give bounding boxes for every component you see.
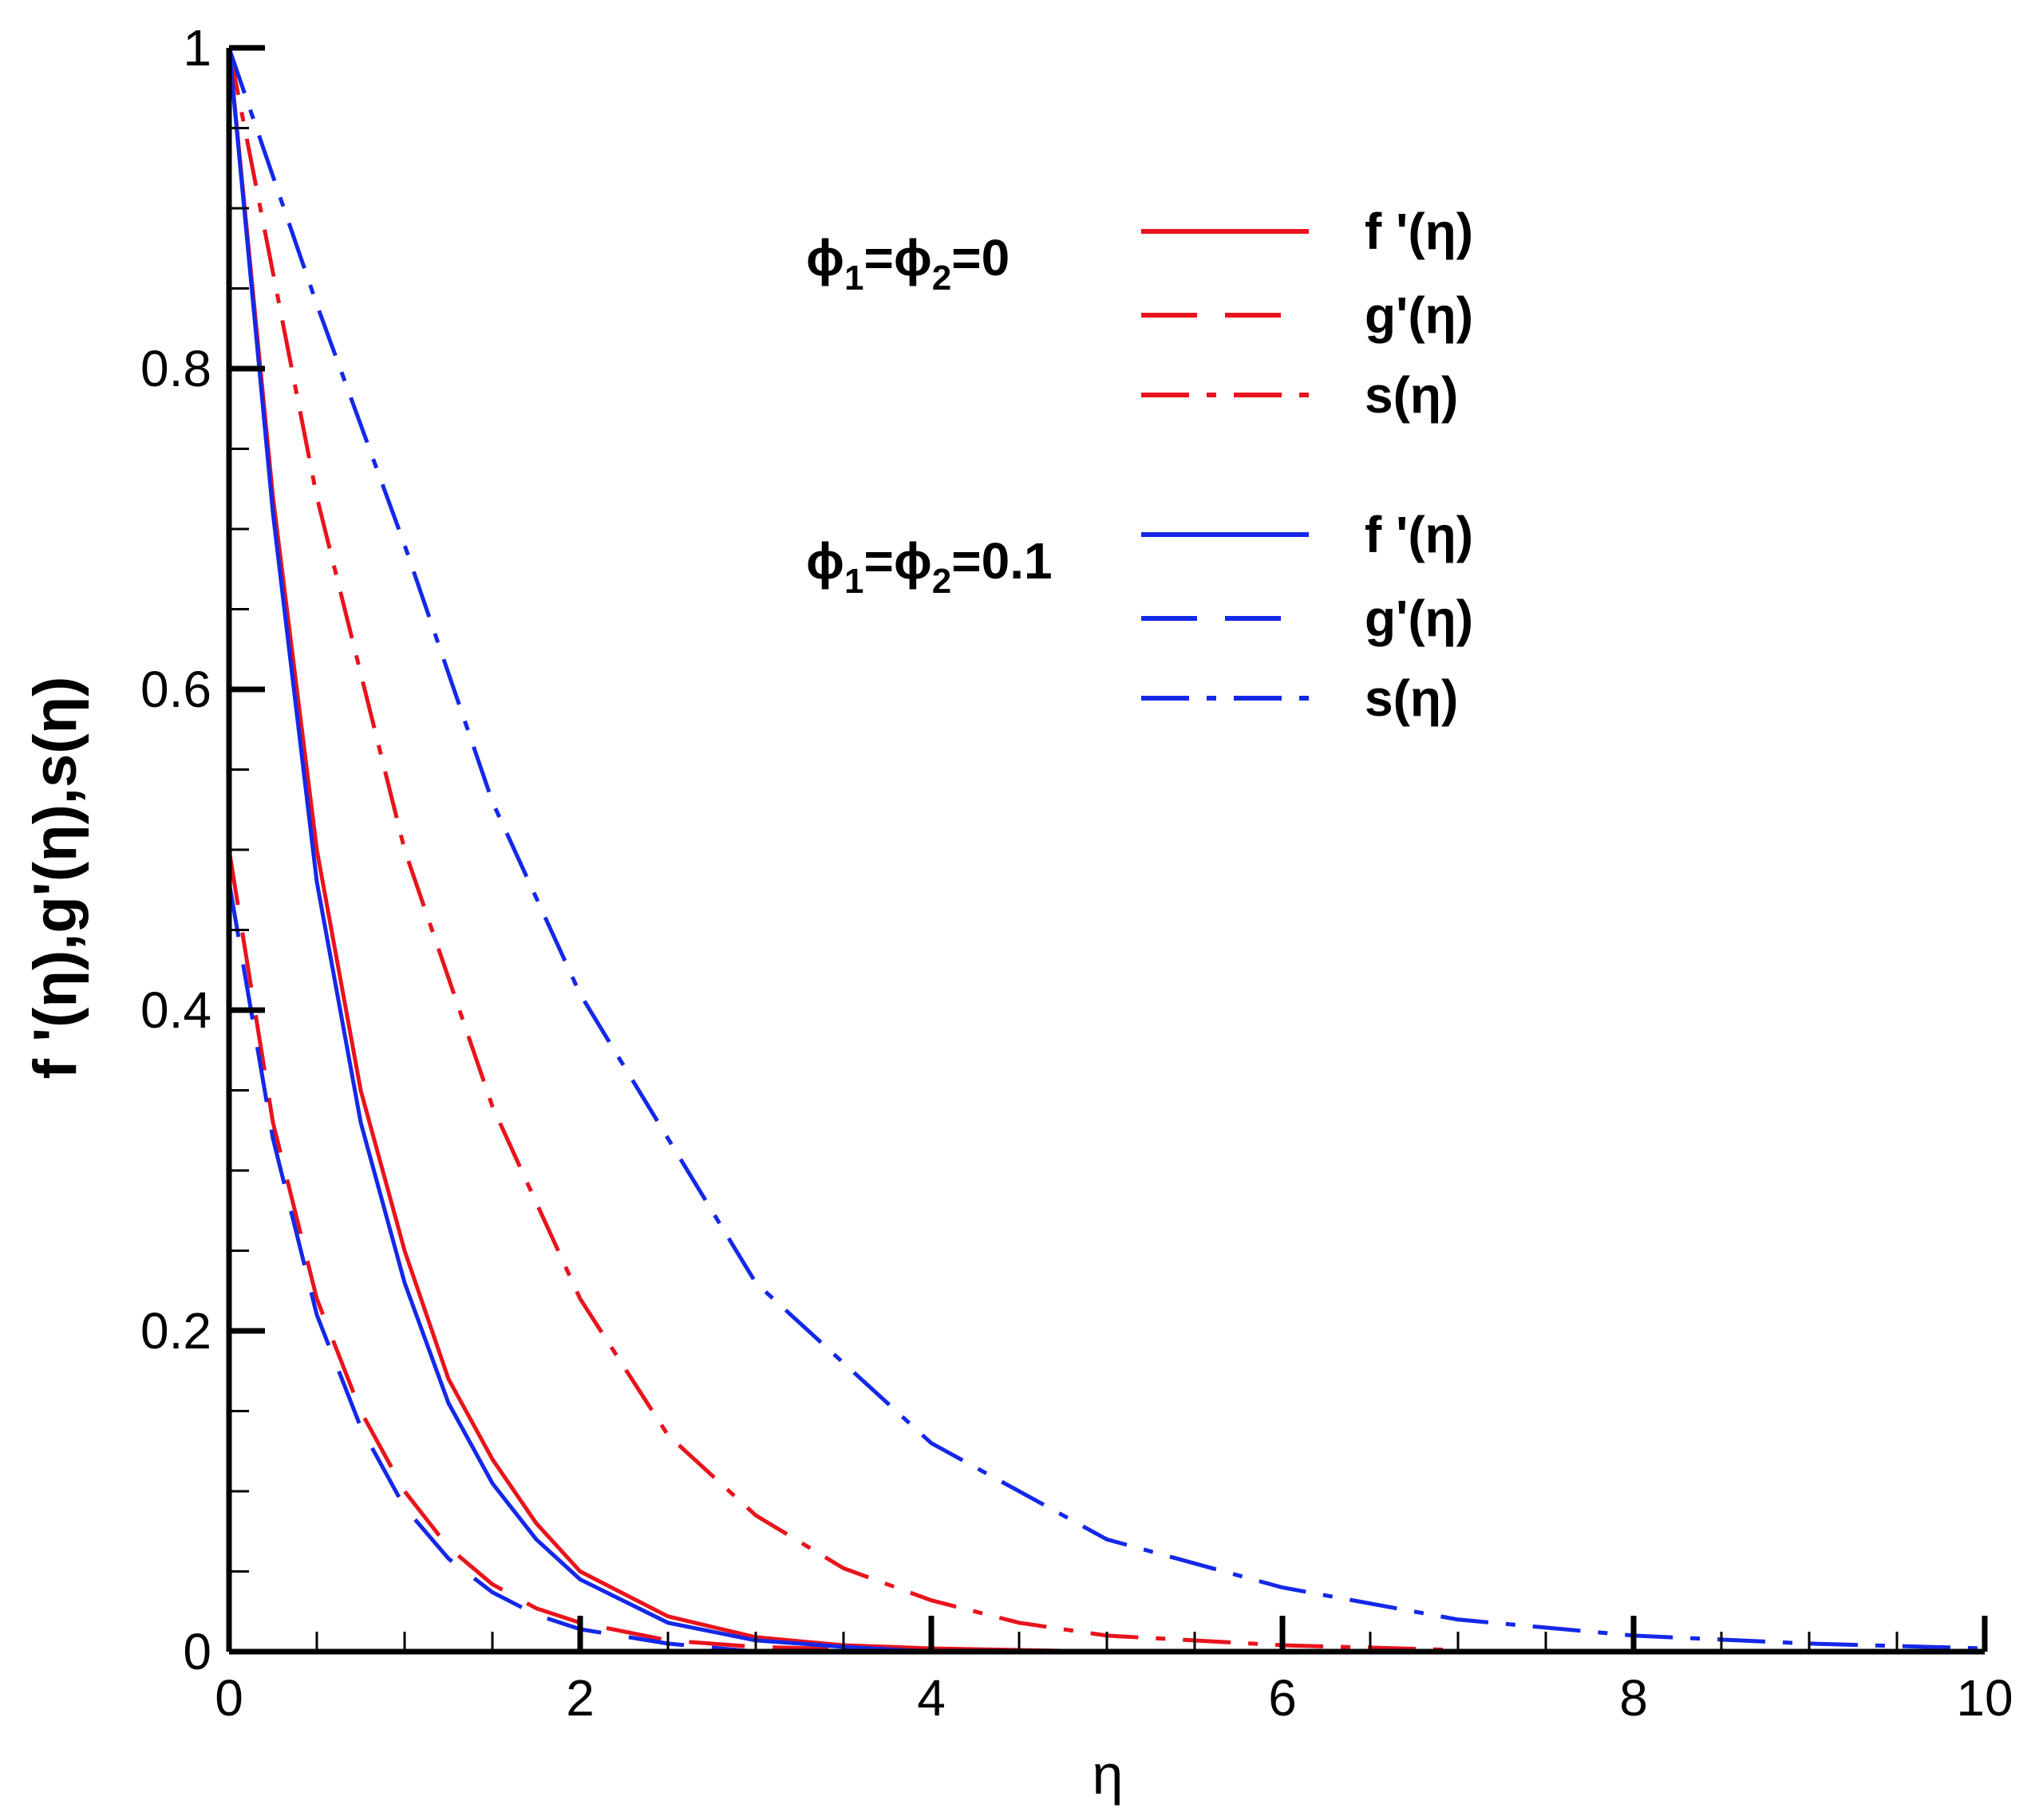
legend-group-label: ϕ1=ϕ2=0 <box>806 229 1010 298</box>
x-tick-label: 6 <box>1268 1669 1297 1727</box>
legend-entry-label: g'(η) <box>1365 590 1473 647</box>
series-line-phi01-5 <box>227 47 1986 1651</box>
x-tick-label: 4 <box>917 1669 946 1727</box>
plot-series-layer <box>227 47 1986 1654</box>
x-tick-label: 10 <box>1956 1669 2013 1727</box>
x-tick-label: 0 <box>215 1669 243 1727</box>
legend: ϕ1=ϕ2=0 f '(η) g'(η) s(η) ϕ1=ϕ2=0.1 f '(η) g'(… <box>806 203 1473 727</box>
y-tick-label: 0.2 <box>140 1302 211 1360</box>
legend-entry-label: f '(η) <box>1365 203 1473 260</box>
legend-entry-label: s(η) <box>1365 366 1458 424</box>
y-tick-label: 0 <box>183 1623 211 1680</box>
tick-marks <box>226 45 1988 1655</box>
x-axis-title: η <box>1093 1743 1124 1806</box>
y-axis-title: f '(η),g'(η),s(η) <box>22 677 89 1080</box>
series-line-phi01-3 <box>227 47 932 1654</box>
y-tick-label: 0.4 <box>140 981 211 1039</box>
x-tick-label: 8 <box>1619 1669 1648 1727</box>
legend-entry-label: f '(η) <box>1365 506 1473 563</box>
series-line-phi0-0 <box>227 47 1108 1654</box>
y-tick-label: 0.8 <box>140 340 211 397</box>
legend-entry-label: g'(η) <box>1365 286 1473 344</box>
axes <box>226 48 1985 1655</box>
series-line-phi01-4 <box>227 881 757 1654</box>
tick-labels: 0 2 4 6 8 10 0 0.2 0.4 0.6 0.8 1 <box>140 19 2013 1727</box>
legend-group-label: ϕ1=ϕ2=0.1 <box>806 532 1053 601</box>
series-line-phi0-1 <box>227 849 932 1654</box>
y-tick-label: 0.6 <box>140 661 211 718</box>
legend-entry-label: s(η) <box>1365 669 1458 727</box>
x-tick-label: 2 <box>566 1669 595 1727</box>
y-tick-label: 1 <box>183 19 211 77</box>
